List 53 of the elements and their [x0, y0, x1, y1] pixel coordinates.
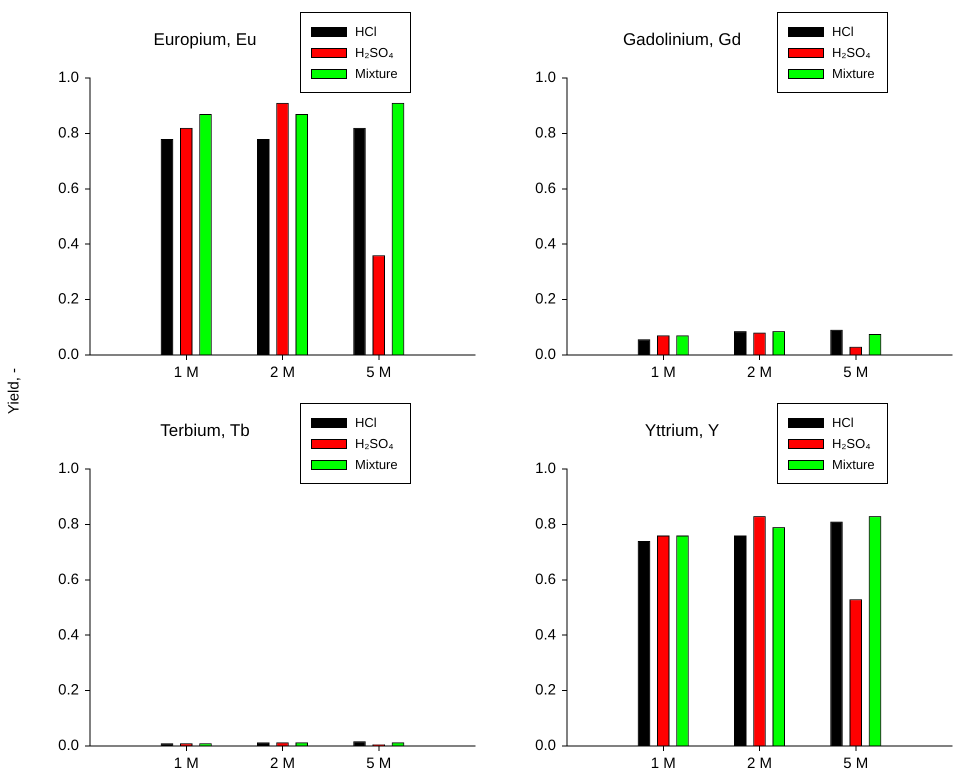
legend-label: Mixture [832, 457, 875, 472]
y-tick-label: 0.4 [58, 626, 79, 644]
y-tick-label: 0.2 [535, 290, 556, 308]
x-tick-label: 2 M [746, 755, 772, 772]
y-tick-label: 0.0 [58, 737, 79, 754]
legend-label: H₂SO₄ [832, 436, 871, 451]
y-tick-label: 0.8 [58, 124, 79, 142]
y-tick-label: 0.4 [58, 235, 79, 252]
y-tick-label: 1.0 [58, 69, 79, 86]
chart-title: Yttrium, Y [644, 421, 720, 441]
x-tick-label: 1 M [174, 364, 199, 382]
x-tick-label: 5 M [366, 755, 392, 772]
y-tick-label: 0.6 [535, 180, 556, 197]
x-tick-label: 5 M [843, 364, 868, 382]
y-tick-label: 0.0 [58, 346, 79, 364]
legend-label: HCl [832, 24, 854, 39]
legend-label: HCl [832, 415, 854, 430]
legend-label: H₂SO₄ [355, 45, 394, 60]
y-tick-label: 0.2 [58, 682, 79, 699]
legend-label: H₂SO₄ [355, 436, 394, 451]
y-tick-label: 0.4 [535, 235, 556, 252]
x-tick-label: 2 M [270, 755, 296, 772]
y-tick-label: 0.6 [58, 180, 79, 197]
y-tick-label: 1.0 [535, 69, 556, 86]
y-tick-label: 0.6 [58, 570, 79, 588]
y-tick-label: 0.6 [535, 570, 556, 588]
y-tick-label: 0.8 [58, 516, 79, 533]
chart-title: Terbium, Tb [160, 421, 250, 441]
legend-label: Mixture [355, 457, 398, 472]
legend-label: HCl [355, 415, 377, 430]
legend-label: H₂SO₄ [832, 45, 871, 60]
y-tick-label: 1.0 [58, 460, 79, 478]
chart-title: Europium, Eu [154, 30, 256, 50]
y-tick-label: 0.0 [535, 737, 556, 754]
x-tick-label: 5 M [366, 364, 392, 382]
legend-label: Mixture [355, 66, 398, 81]
x-tick-label: 2 M [270, 364, 296, 382]
x-tick-label: 1 M [650, 755, 676, 772]
y-axis-title: Yield, - [6, 368, 22, 414]
x-tick-label: 1 M [650, 364, 676, 382]
chart-title: Gadolinium, Gd [622, 30, 742, 50]
y-tick-label: 0.2 [58, 290, 79, 308]
y-tick-label: 1.0 [535, 460, 556, 478]
y-tick-label: 0.0 [535, 346, 556, 364]
y-tick-label: 0.8 [535, 516, 556, 533]
x-tick-label: 1 M [174, 755, 199, 772]
legend-label: Mixture [832, 66, 875, 81]
legend-label: HCl [355, 24, 377, 39]
y-tick-label: 0.8 [535, 124, 556, 142]
x-tick-label: 2 M [746, 364, 772, 382]
y-tick-label: 0.2 [535, 682, 556, 699]
x-tick-label: 5 M [843, 755, 868, 772]
y-tick-label: 0.4 [535, 626, 556, 644]
